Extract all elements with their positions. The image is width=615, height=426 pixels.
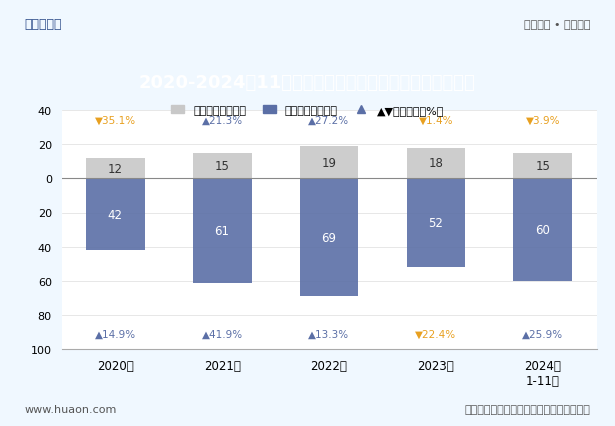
Text: 52: 52 [429, 217, 443, 230]
Text: ▼1.4%: ▼1.4% [419, 116, 453, 126]
Legend: 出口额（亿美元）, 进口额（亿美元）, ▲▼同比增长（%）: 出口额（亿美元）, 进口额（亿美元）, ▲▼同比增长（%） [167, 101, 448, 120]
Text: 华经情报网: 华经情报网 [25, 18, 62, 32]
Text: ▼22.4%: ▼22.4% [415, 329, 456, 339]
Text: 2020-2024年11月甘肃省商品收发货人所在地进、出口额: 2020-2024年11月甘肃省商品收发货人所在地进、出口额 [139, 74, 476, 92]
Bar [300, 147, 359, 179]
Bar [407, 148, 466, 179]
Text: 数据来源：中国海关，华经产业研究院整理: 数据来源：中国海关，华经产业研究院整理 [464, 404, 590, 414]
Text: 61: 61 [215, 225, 229, 237]
Text: 69: 69 [322, 231, 336, 244]
Text: ▲27.2%: ▲27.2% [309, 116, 349, 126]
Text: 15: 15 [215, 160, 229, 173]
Text: 19: 19 [322, 156, 336, 169]
Text: ▼35.1%: ▼35.1% [95, 116, 136, 126]
Text: 18: 18 [429, 157, 443, 170]
Text: www.huaon.com: www.huaon.com [25, 404, 117, 414]
Text: ▼3.9%: ▼3.9% [526, 116, 560, 126]
Bar [514, 153, 572, 179]
Text: ▲14.9%: ▲14.9% [95, 329, 136, 339]
Bar [192, 179, 252, 283]
Text: 60: 60 [536, 224, 550, 236]
Text: 15: 15 [536, 160, 550, 173]
Bar [300, 179, 359, 296]
Text: ▲13.3%: ▲13.3% [309, 329, 349, 339]
Text: ▲25.9%: ▲25.9% [522, 329, 563, 339]
Bar [86, 158, 145, 179]
Bar [86, 179, 145, 250]
Bar [192, 153, 252, 179]
Bar [514, 179, 572, 281]
Bar [407, 179, 466, 268]
Text: 12: 12 [108, 162, 123, 175]
Text: ▲41.9%: ▲41.9% [202, 329, 243, 339]
Text: ▲21.3%: ▲21.3% [202, 116, 243, 126]
Text: 42: 42 [108, 208, 123, 221]
Text: 专业严谨 • 客观科学: 专业严谨 • 客观科学 [524, 20, 590, 30]
